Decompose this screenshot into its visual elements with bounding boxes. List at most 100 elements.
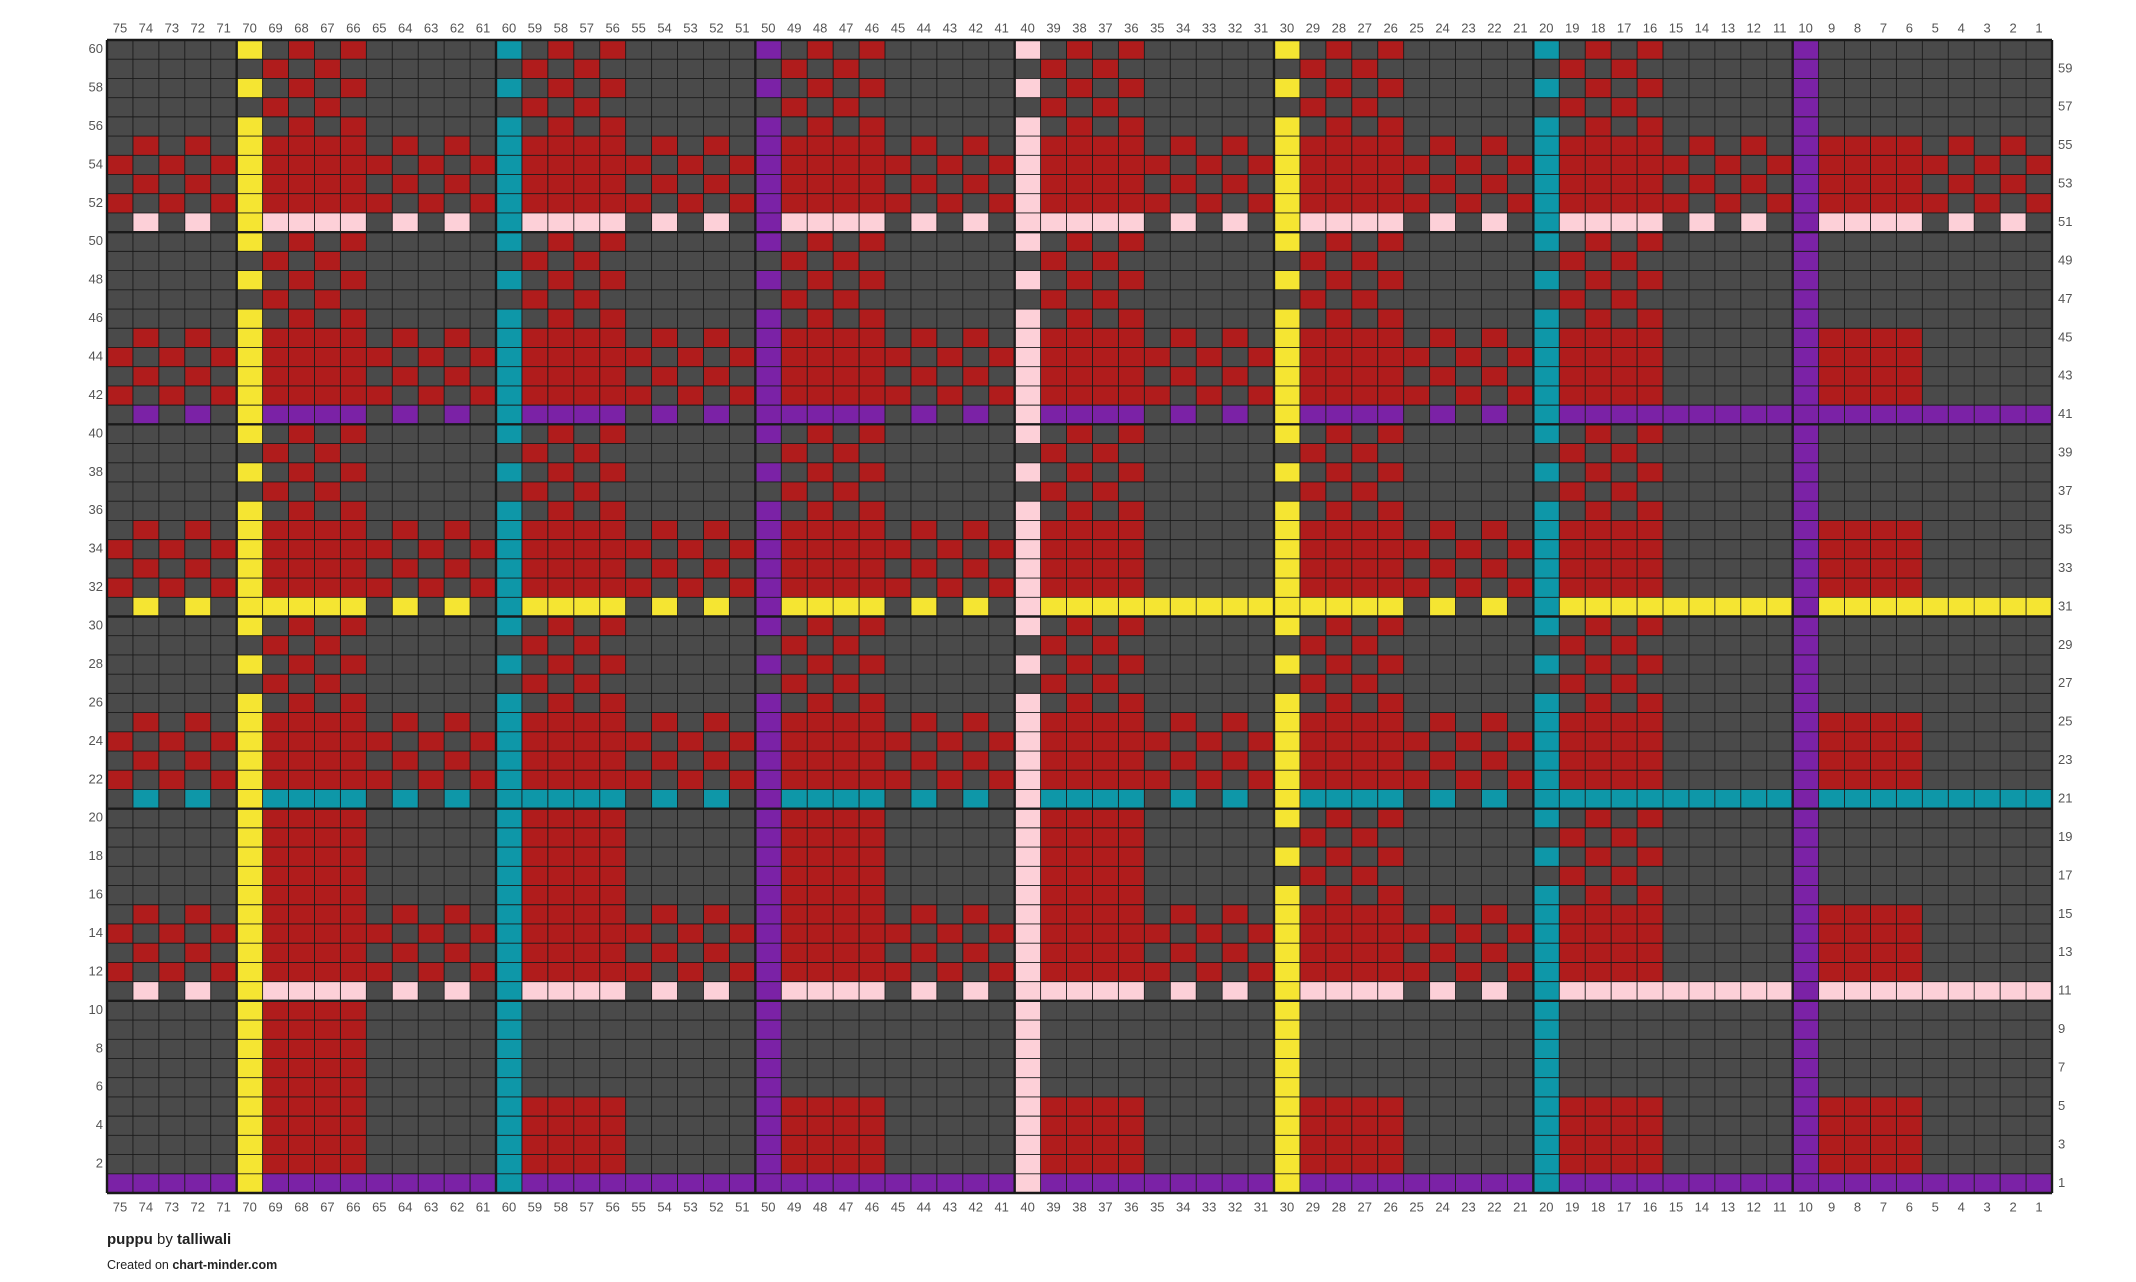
cell [703,1020,730,1040]
cell [496,366,523,387]
cell [1663,693,1690,713]
cell [1481,309,1508,329]
cell [936,232,964,252]
cell [288,923,315,944]
cell [2026,558,2053,579]
cell [1170,366,1197,387]
cell [1559,385,1586,406]
cell [366,712,393,733]
cell [2026,328,2053,348]
cell [1325,693,1353,713]
cell [262,674,289,694]
cell [340,347,367,367]
cell [1637,578,1664,598]
cell [1766,174,1793,195]
cell [1896,1039,1923,1059]
cell [1066,347,1093,367]
cell [1507,635,1534,656]
cell [1792,212,1819,233]
cell [1870,981,1897,1002]
row-number: 3 [2058,1136,2065,1151]
cell [625,654,652,675]
cell [1714,59,1742,79]
cell [1766,289,1793,310]
cell [962,59,990,79]
cell [496,212,523,233]
cell [521,789,549,809]
cell [210,443,237,464]
cell [599,328,626,348]
cell [833,1020,860,1040]
cell [1714,1154,1742,1175]
cell [1066,385,1093,406]
cell [936,328,964,348]
cell [392,155,419,175]
cell [651,501,678,521]
cell [1196,1173,1223,1194]
cell [1740,289,1768,310]
cell [988,289,1015,310]
cell [340,443,367,464]
cell [1792,1173,1819,1194]
cell [1948,270,1975,291]
cell [392,808,419,829]
cell [158,405,186,425]
cell [807,731,834,752]
cell [1792,462,1819,483]
cell [1740,674,1768,694]
cell [625,520,652,540]
cell [1144,770,1171,790]
cell [885,481,912,502]
cell [781,155,808,175]
cell [1196,116,1223,137]
cell [547,289,575,310]
cell [366,1135,393,1155]
cell [1948,1135,1975,1155]
cell [366,1020,393,1040]
cell [1740,97,1768,118]
cell [599,347,626,367]
cell [1066,635,1093,656]
cell [496,597,523,617]
cell [1844,424,1871,444]
cell [651,116,678,137]
cell [1948,635,1975,656]
cell [1818,462,1845,483]
cell [418,462,445,483]
cell [444,616,471,637]
cell [521,1116,549,1136]
cell [573,731,601,752]
cell [340,40,367,60]
cell [962,847,990,867]
cell [1429,1096,1456,1117]
cell [340,289,367,310]
cell [158,116,186,137]
cell [1948,981,1975,1002]
cell [807,962,834,982]
cell [885,1096,912,1117]
cell [132,808,160,829]
cell [1274,520,1301,540]
cell [392,462,419,483]
cell [418,366,445,387]
cell [1429,78,1456,98]
cell [1533,232,1560,252]
cell [1299,232,1327,252]
cell [1844,520,1871,540]
cell [1688,232,1716,252]
cell [1455,539,1482,560]
cell [1637,827,1664,848]
cell [936,539,964,560]
cell [885,155,912,175]
cell [1351,501,1379,521]
cell [781,232,808,252]
cell [1766,328,1793,348]
cell [1403,59,1430,79]
cell [885,1154,912,1175]
cell [1066,674,1093,694]
cell [236,1020,263,1040]
cell [1118,1077,1145,1098]
cell [1766,40,1793,60]
cell [1092,770,1119,790]
cell [521,385,549,406]
